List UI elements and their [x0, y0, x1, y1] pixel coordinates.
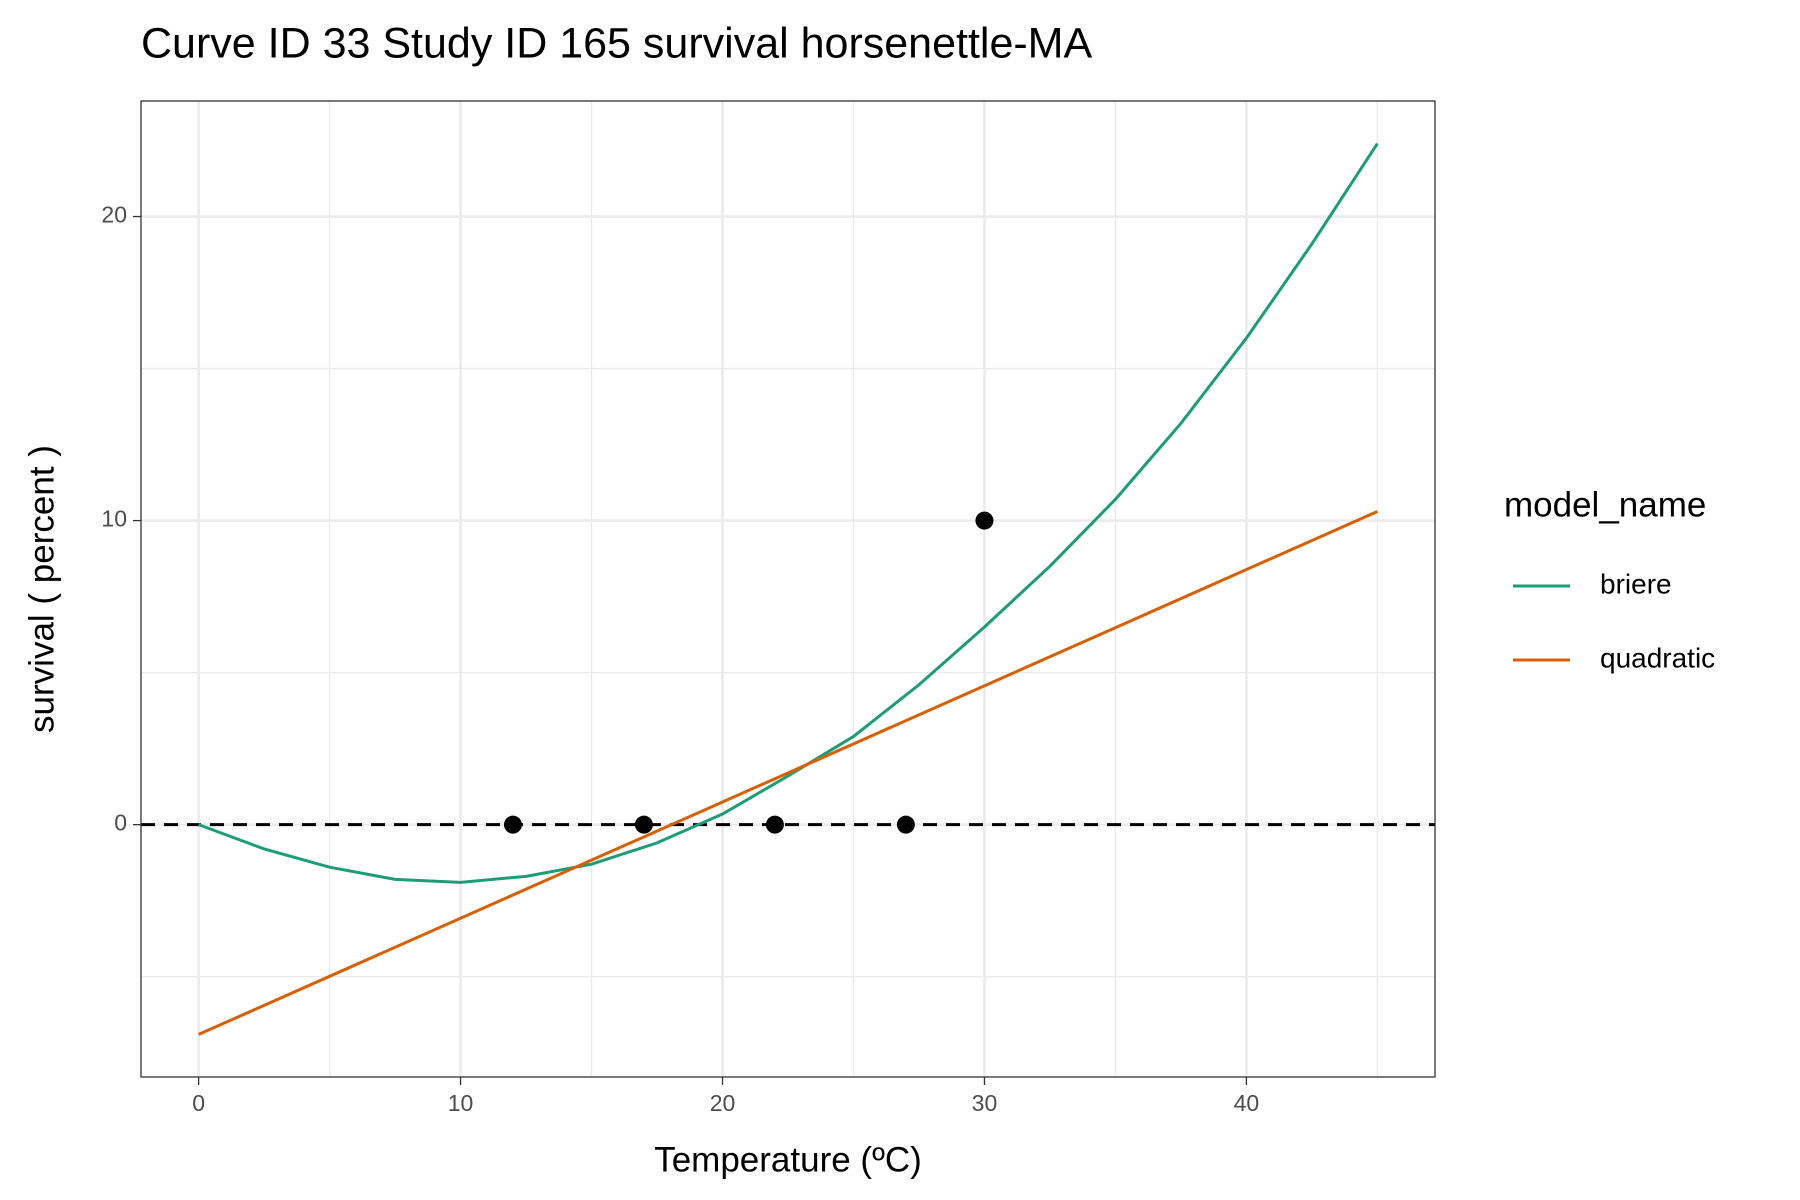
legend-label: briere	[1600, 568, 1672, 599]
series-line	[198, 510, 1378, 1036]
y-axis-label: survival ( percent )	[22, 445, 61, 733]
data-point	[634, 815, 653, 834]
data-point	[503, 815, 522, 834]
legend-label: quadratic	[1600, 642, 1715, 673]
data-point	[975, 511, 994, 530]
y-tick-label: 0	[114, 810, 127, 836]
chart-title: Curve ID 33 Study ID 165 survival horsen…	[141, 19, 1093, 67]
y-tick-label: 10	[101, 506, 127, 532]
legend-title: model_name	[1504, 485, 1706, 524]
series-line	[198, 142, 1379, 884]
x-tick-label: 10	[448, 1090, 474, 1116]
x-tick-label: 40	[1234, 1090, 1260, 1116]
data-point	[765, 815, 784, 834]
y-tick-label: 20	[101, 202, 127, 228]
panel-border	[140, 100, 1436, 1078]
x-tick-label: 20	[710, 1090, 736, 1116]
x-tick-label: 0	[192, 1090, 205, 1116]
x-tick-label: 30	[972, 1090, 998, 1116]
x-axis-label: Temperature (ºC)	[654, 1140, 922, 1179]
data-point	[896, 815, 915, 834]
